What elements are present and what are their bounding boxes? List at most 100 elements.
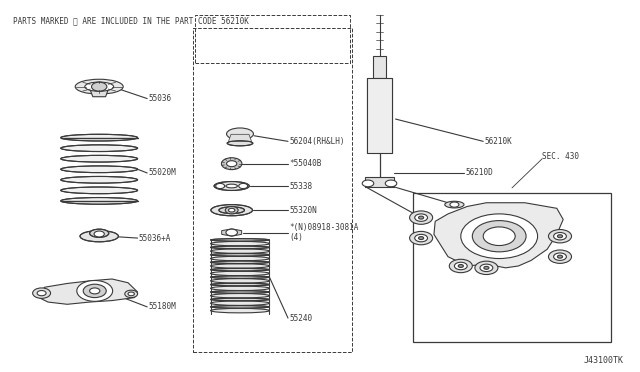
Circle shape (94, 231, 104, 237)
Ellipse shape (219, 207, 244, 214)
Circle shape (410, 211, 433, 224)
Circle shape (77, 280, 113, 301)
Circle shape (385, 180, 397, 187)
Circle shape (90, 288, 100, 294)
Text: SEC. 430: SEC. 430 (542, 152, 579, 161)
Circle shape (472, 221, 526, 252)
Circle shape (83, 284, 106, 298)
Text: *(N)08918-3081A
(4): *(N)08918-3081A (4) (289, 223, 358, 242)
Ellipse shape (211, 301, 269, 305)
Text: 56204(RH&LH): 56204(RH&LH) (289, 137, 345, 146)
Text: 55020M: 55020M (148, 169, 176, 177)
Text: 56210K: 56210K (484, 137, 512, 146)
Text: 55320N: 55320N (289, 206, 317, 215)
Circle shape (548, 230, 572, 243)
Text: 55338: 55338 (289, 182, 312, 190)
Circle shape (461, 214, 538, 259)
Circle shape (415, 214, 428, 221)
Polygon shape (90, 88, 109, 97)
Ellipse shape (211, 264, 269, 268)
Ellipse shape (211, 205, 253, 216)
Ellipse shape (61, 134, 138, 141)
Ellipse shape (90, 229, 109, 237)
Ellipse shape (211, 239, 269, 241)
Circle shape (92, 82, 107, 91)
Ellipse shape (211, 306, 269, 308)
Ellipse shape (211, 298, 269, 301)
Circle shape (227, 161, 237, 167)
Ellipse shape (211, 269, 269, 271)
Ellipse shape (85, 82, 114, 92)
Circle shape (128, 292, 134, 296)
Circle shape (362, 180, 374, 187)
Circle shape (554, 232, 566, 240)
Ellipse shape (61, 155, 138, 162)
Polygon shape (434, 203, 563, 268)
Ellipse shape (211, 261, 269, 263)
Circle shape (415, 234, 428, 242)
Text: 55240: 55240 (289, 314, 312, 323)
Ellipse shape (211, 286, 269, 291)
Circle shape (33, 288, 51, 298)
Polygon shape (221, 229, 242, 236)
Circle shape (216, 183, 225, 189)
Bar (373, 56, 386, 78)
Text: 55036: 55036 (148, 94, 172, 103)
Ellipse shape (211, 249, 269, 253)
Ellipse shape (211, 246, 269, 249)
Circle shape (410, 231, 433, 245)
Circle shape (483, 227, 515, 246)
Circle shape (484, 266, 489, 269)
Ellipse shape (214, 182, 250, 190)
Circle shape (557, 255, 563, 258)
Ellipse shape (211, 291, 269, 294)
Ellipse shape (445, 201, 464, 208)
Ellipse shape (211, 241, 269, 246)
Circle shape (450, 202, 459, 207)
Circle shape (239, 183, 248, 189)
Ellipse shape (211, 279, 269, 283)
Ellipse shape (211, 256, 269, 261)
Circle shape (548, 250, 572, 263)
Circle shape (475, 261, 498, 275)
Circle shape (419, 216, 424, 219)
Ellipse shape (80, 231, 118, 242)
Text: J43100TK: J43100TK (584, 356, 624, 365)
Ellipse shape (61, 187, 138, 194)
Ellipse shape (61, 145, 138, 151)
Bar (365, 177, 394, 187)
Circle shape (554, 253, 566, 260)
Polygon shape (228, 134, 252, 141)
Ellipse shape (227, 141, 253, 146)
Ellipse shape (61, 166, 138, 173)
Ellipse shape (61, 176, 138, 183)
Text: *55040B: *55040B (289, 159, 322, 168)
Ellipse shape (76, 79, 123, 94)
Circle shape (221, 158, 242, 170)
Bar (367, 78, 392, 153)
Circle shape (419, 237, 424, 240)
Polygon shape (35, 279, 138, 304)
Bar (195, 15, 350, 63)
Circle shape (37, 291, 46, 296)
Text: 56210D: 56210D (465, 169, 493, 177)
Ellipse shape (211, 271, 269, 276)
Ellipse shape (61, 198, 138, 204)
Circle shape (480, 264, 493, 272)
Circle shape (228, 208, 235, 212)
Circle shape (226, 229, 237, 236)
Text: 55036+A: 55036+A (139, 234, 172, 243)
Ellipse shape (211, 276, 269, 278)
Bar (413, 193, 611, 342)
Ellipse shape (211, 283, 269, 286)
Circle shape (225, 206, 238, 214)
Ellipse shape (211, 308, 269, 313)
Circle shape (449, 259, 472, 273)
Ellipse shape (226, 184, 237, 188)
Circle shape (454, 262, 467, 270)
Ellipse shape (227, 128, 253, 140)
Circle shape (458, 264, 463, 267)
Text: PARTS MARKED ⚹ ARE INCLUDED IN THE PART CODE 56210K: PARTS MARKED ⚹ ARE INCLUDED IN THE PART … (13, 16, 249, 25)
Circle shape (125, 290, 138, 298)
Ellipse shape (211, 294, 269, 298)
